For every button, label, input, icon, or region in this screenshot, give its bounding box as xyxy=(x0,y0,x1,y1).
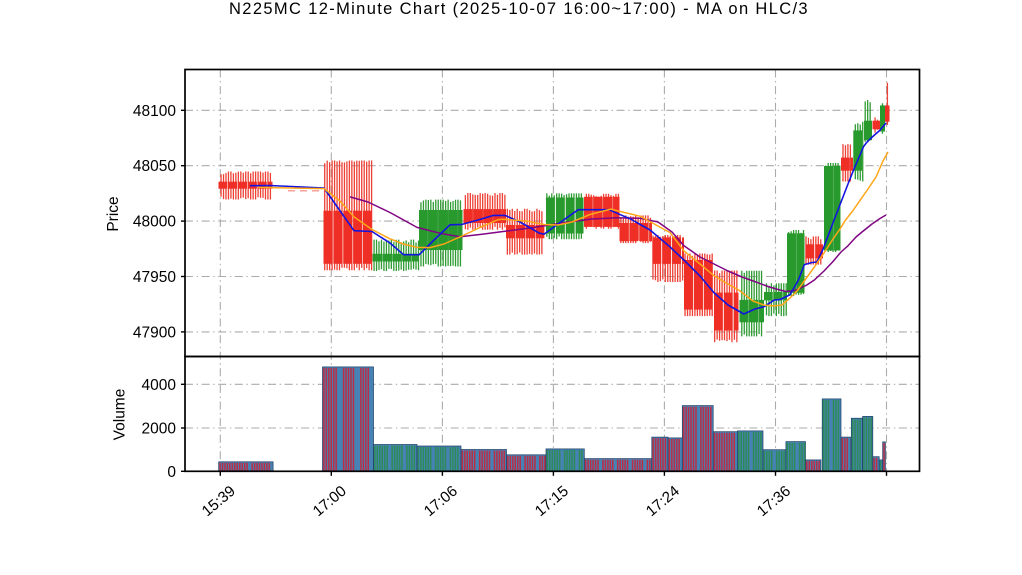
svg-text:N225MC 12-Minute Chart (2025-1: N225MC 12-Minute Chart (2025-10-07 16:00… xyxy=(229,0,809,18)
svg-text:47950: 47950 xyxy=(133,269,176,286)
svg-text:4000: 4000 xyxy=(142,377,177,394)
svg-text:48050: 48050 xyxy=(133,158,176,175)
svg-text:48000: 48000 xyxy=(133,214,176,231)
svg-text:0: 0 xyxy=(167,464,176,481)
svg-text:47900: 47900 xyxy=(133,324,176,341)
svg-text:2000: 2000 xyxy=(142,421,177,438)
svg-text:Price: Price xyxy=(105,196,122,231)
svg-text:Volume: Volume xyxy=(112,389,129,441)
svg-text:48100: 48100 xyxy=(133,103,176,120)
